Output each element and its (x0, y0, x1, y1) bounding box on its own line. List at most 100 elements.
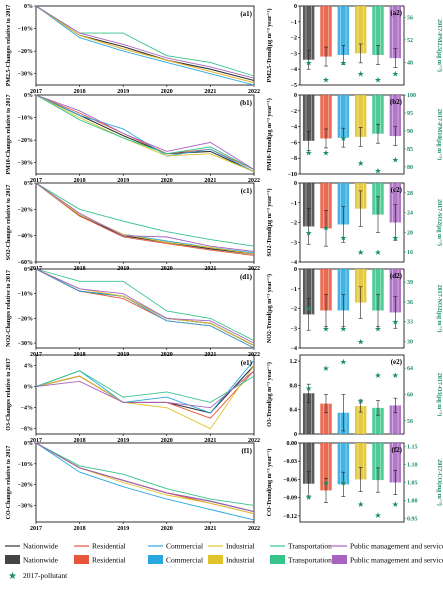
y2-tick-label: 48 (407, 60, 413, 66)
star-marker-industrial: ★ (357, 70, 364, 79)
line-panel-6: 0% −10% −20% −30% 2017 2018 2019 2020 2021 2022 (f… (6, 441, 260, 532)
star-marker-industrial: ★ (357, 500, 364, 509)
series-line-public (35, 268, 255, 344)
y-tick-label: −3 (291, 51, 297, 57)
bar-industrial (354, 406, 367, 434)
plot-frame (35, 5, 255, 86)
plot-frame (35, 268, 255, 349)
x-tick-label: 2022 (248, 526, 260, 532)
y-axis-title: PM2.5-Changes relative to 2017 (6, 5, 12, 87)
y-tick-label: −2 (291, 307, 297, 313)
y-axis-title: NO2-Trend(μg m⁻³ year⁻¹) (266, 274, 273, 343)
bar-panel-6: 0.00 −0.03 −0.06 −0.09 −0.12 0.95 1.00 1.05 1.10… (266, 441, 443, 522)
y2-tick-label: 16 (407, 250, 413, 256)
y-tick-label: −1 (291, 287, 297, 293)
y-axis-title: PM10-Trend(μg m⁻³ year⁻¹) (266, 98, 273, 170)
y2-tick-label: 36 (407, 300, 413, 306)
y-axis-title: O3-Trend(μg m⁻³ year⁻¹) (266, 362, 273, 427)
plot-frame (35, 354, 255, 435)
star-marker-residential: ★ (322, 75, 329, 84)
y-tick-label: −10 (288, 172, 297, 178)
y-tick-label: 0% (24, 267, 33, 273)
star-marker-nationwide: ★ (305, 228, 312, 237)
y-tick-label: 0% (24, 441, 33, 447)
series-line-transportation (35, 442, 255, 506)
star-marker-nationwide: ★ (305, 58, 312, 67)
bar-residential (320, 95, 332, 139)
y2-tick-label: 64 (407, 366, 413, 372)
series-line-nationwide (35, 442, 255, 513)
y2-axis-title: 2017-PM2.5(μg m⁻³) (436, 19, 443, 72)
y2-tick-label: 95 (407, 111, 413, 117)
legend-box-industrial (208, 555, 223, 564)
star-marker-nationwide: ★ (305, 148, 312, 157)
y-tick-label: −2 (291, 221, 297, 227)
y-tick-label: −3 (291, 240, 297, 246)
star-marker-commercial: ★ (340, 58, 347, 67)
y2-tick-label: 1.15 (407, 445, 418, 451)
bar-commercial (337, 6, 350, 55)
x-tick-label: 2019 (117, 438, 129, 444)
star-marker-nationwide: ★ (305, 493, 312, 502)
y-tick-label: −60% (18, 260, 33, 266)
y2-axis-title: 2017-SO2(μg m⁻³) (436, 199, 443, 246)
legend-row-lines: Nationwide Residential Commercial Indust… (5, 542, 443, 551)
legend-label-public-bar: Public management and service (350, 556, 443, 565)
series-line-industrial (35, 442, 255, 515)
x-tick-label: 2021 (204, 89, 216, 95)
y-tick-label: −0.03 (283, 459, 297, 465)
y2-tick-label: 1.10 (407, 463, 418, 469)
x-tick-label: 2017 (30, 526, 42, 532)
star-marker-transportation: ★ (374, 166, 381, 175)
y-tick-label: −3 (291, 326, 297, 332)
y-tick-label: −4 (291, 346, 297, 352)
star-marker-public: ★ (392, 371, 399, 380)
y2-tick-label: 1.00 (407, 498, 418, 504)
y-tick-label: −0.12 (283, 514, 297, 520)
legend-box-residential (74, 555, 89, 564)
panel-label: (b1) (240, 99, 253, 107)
bar-commercial (337, 269, 350, 311)
bar-nationwide (302, 269, 315, 315)
legend-box-public (332, 555, 347, 564)
bar-public (389, 443, 402, 483)
x-tick-label: 2020 (161, 89, 173, 95)
y-tick-label: −30% (18, 341, 33, 347)
bar-public (389, 6, 402, 59)
star-marker-industrial: ★ (357, 159, 364, 168)
series-line-public (35, 5, 255, 79)
y2-tick-label: 100 (407, 93, 416, 99)
x-tick-label: 2018 (74, 89, 86, 95)
plot-frame (35, 182, 255, 263)
line-panel-2: 0% −10% −20% −30% 2017 2018 2019 2020 2021 2022 (b… (6, 93, 260, 184)
y-tick-label: 0 (294, 181, 297, 187)
series-line-industrial (35, 365, 255, 430)
legend-box-commercial (148, 555, 163, 564)
panel-label: (f1) (242, 447, 253, 455)
legend: Nationwide Residential Commercial Indust… (5, 542, 443, 582)
series-line-industrial (35, 94, 255, 173)
bar-industrial (354, 95, 367, 137)
star-marker-commercial: ★ (340, 134, 347, 143)
plot-frame (35, 442, 255, 523)
series-line-commercial (35, 268, 255, 349)
y-tick-label: 1.2 (290, 359, 298, 365)
y2-tick-label: 0.95 (407, 516, 418, 522)
series-line-residential (35, 182, 255, 256)
legend-row-star: ★ 2017-pollutant (8, 571, 68, 582)
legend-box-transportation (270, 555, 285, 564)
y-tick-label: −10% (18, 27, 33, 33)
star-marker-commercial: ★ (340, 324, 347, 333)
series-line-industrial (35, 182, 255, 255)
x-tick-label: 2018 (74, 438, 86, 444)
legend-label-nationwide-line: Nationwide (23, 542, 59, 551)
legend-label-commercial-bar: Commercial (166, 556, 203, 565)
y-tick-label: 0.4 (290, 408, 298, 414)
y-tick-label: −30% (18, 161, 33, 167)
bar-residential (320, 269, 332, 311)
bar-residential (320, 183, 332, 229)
x-tick-label: 2019 (117, 526, 129, 532)
bar-public (389, 269, 402, 313)
bar-transportation (372, 95, 384, 134)
